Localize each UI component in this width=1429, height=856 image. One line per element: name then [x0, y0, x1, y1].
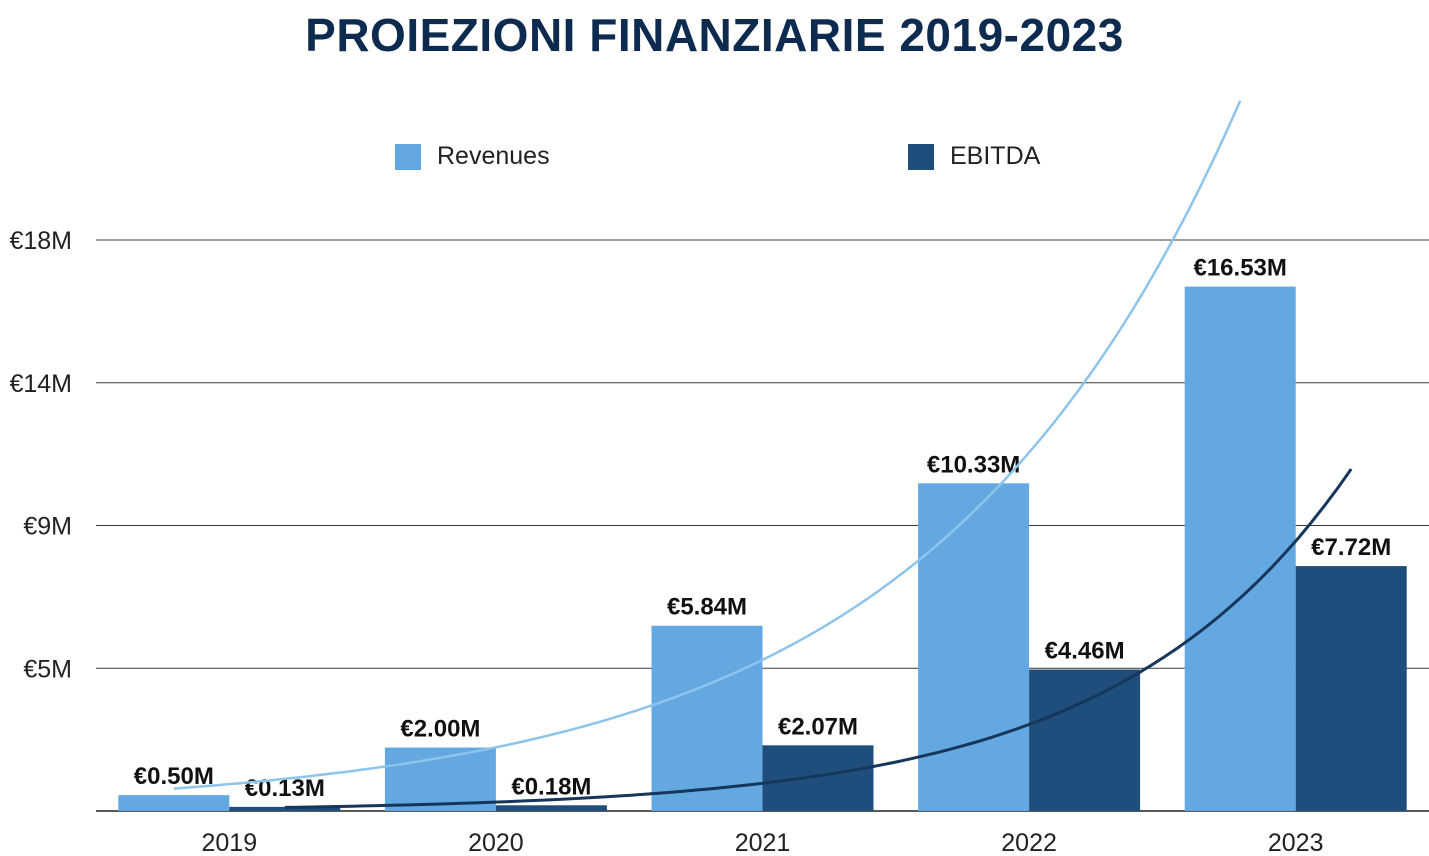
trendline-ebitda — [284, 468, 1353, 809]
data-label-ebitda: €4.46M — [1045, 638, 1125, 665]
bar-revenues — [1184, 286, 1296, 811]
bar-ebitda — [495, 805, 607, 811]
x-tick-label: 2021 — [735, 829, 791, 856]
bar-revenues — [918, 483, 1030, 811]
x-tick-label: 2019 — [201, 829, 257, 856]
chart-title: PROIEZIONI FINANZIARIE 2019-2023 — [305, 9, 1124, 61]
y-tick-label: €5M — [23, 655, 72, 683]
bar-ebitda — [1029, 669, 1141, 811]
trendline-revenues — [173, 100, 1242, 790]
y-tick-label: €14M — [9, 370, 72, 398]
y-tick-label: €9M — [23, 513, 72, 541]
bar-revenues — [118, 795, 230, 811]
x-tick-label: 2023 — [1268, 829, 1324, 856]
bar-ebitda — [1295, 566, 1407, 811]
data-label-revenues: €2.00M — [400, 716, 480, 743]
bar-ebitda — [762, 745, 874, 811]
y-tick-label: €18M — [9, 227, 72, 255]
legend-item-revenues: Revenues — [395, 142, 550, 171]
x-tick-label: 2020 — [468, 829, 524, 856]
data-label-revenues: €5.84M — [667, 594, 747, 621]
bar-revenues — [651, 625, 763, 811]
legend: Revenues EBITDA — [0, 142, 1429, 176]
legend-label-revenues: Revenues — [437, 142, 550, 170]
data-label-revenues: €16.53M — [1193, 255, 1286, 282]
legend-item-ebitda: EBITDA — [908, 142, 1040, 171]
data-label-ebitda: €7.72M — [1311, 534, 1391, 561]
data-label-ebitda: €2.07M — [778, 713, 858, 740]
bar-ebitda — [229, 806, 341, 811]
data-label-revenues: €10.33M — [927, 451, 1020, 478]
legend-label-ebitda: EBITDA — [950, 142, 1041, 170]
x-tick-label: 2022 — [1001, 829, 1057, 856]
legend-swatch-ebitda — [908, 143, 934, 170]
data-label-ebitda: €0.18M — [511, 773, 591, 800]
legend-swatch-revenues — [395, 143, 421, 170]
